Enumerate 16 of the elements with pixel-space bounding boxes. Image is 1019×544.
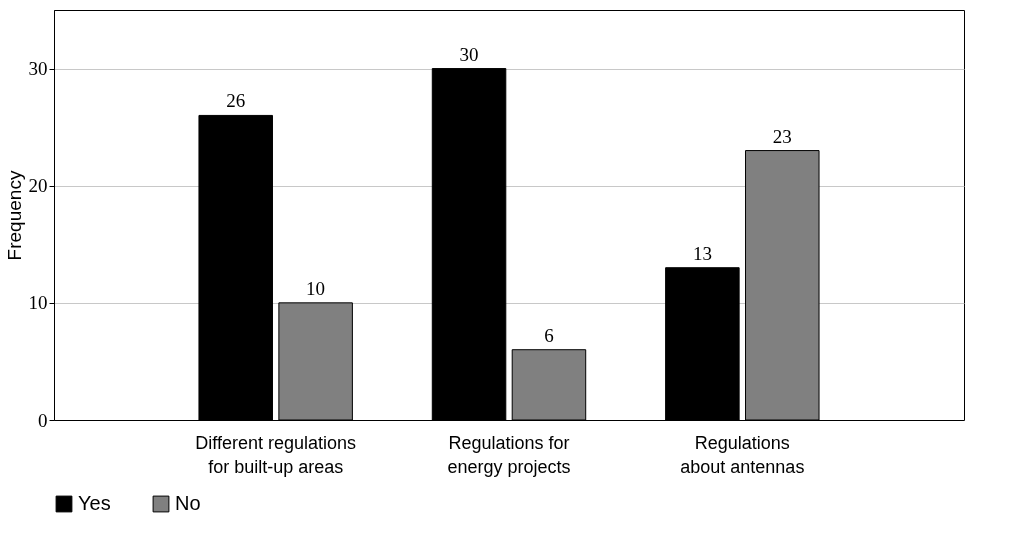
y-tick-label: 10 xyxy=(28,292,48,314)
data-label: 10 xyxy=(306,277,326,299)
x-tick-label: Regulations about antennas xyxy=(680,432,805,477)
legend-label: No xyxy=(175,492,201,514)
y-tick-label: 30 xyxy=(28,58,48,80)
x-tick-label: Different regulations for built-up areas xyxy=(195,432,357,477)
data-label: 30 xyxy=(459,43,479,65)
y-axis-title: Frequency xyxy=(3,170,25,261)
legend-label: Yes xyxy=(78,492,111,514)
y-tick-label: 0 xyxy=(38,409,48,431)
x-tick-label: Regulations for energy projects xyxy=(447,432,571,477)
y-tick-label: 20 xyxy=(28,175,48,197)
data-label: 13 xyxy=(692,242,712,264)
data-label: 23 xyxy=(772,125,792,147)
data-label: 26 xyxy=(226,90,246,112)
data-label: 6 xyxy=(544,324,554,346)
